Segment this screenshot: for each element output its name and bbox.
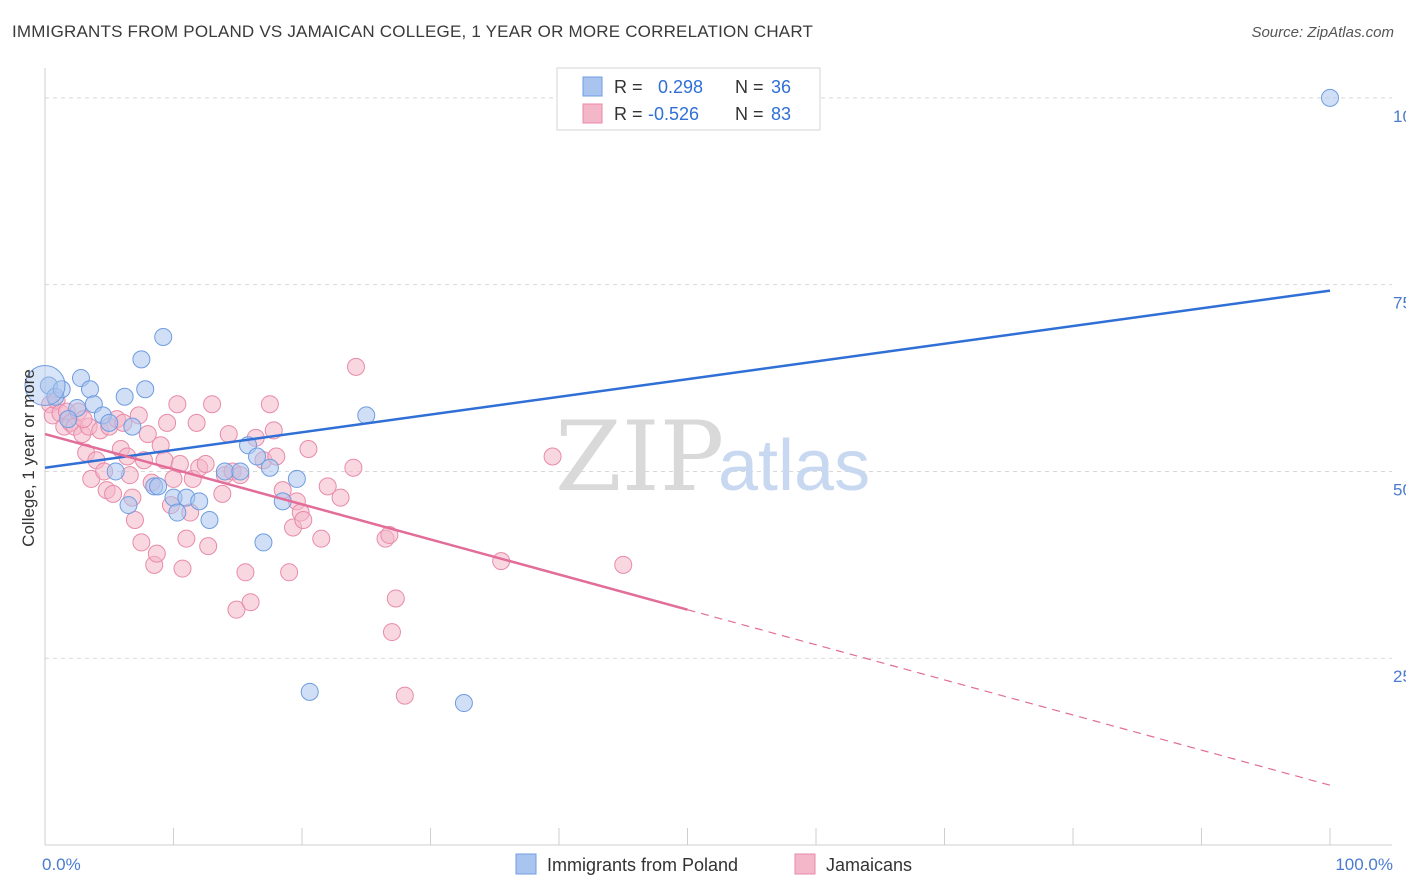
jamaicans-point (168, 395, 187, 414)
trend-line-0 (44, 289, 1331, 469)
bottom-legend-poland: Immigrants from Poland (547, 855, 738, 875)
jamaicans-point (138, 425, 157, 444)
x-axis-ticks (44, 828, 1331, 845)
poland-point (119, 496, 138, 515)
poland-point (100, 413, 119, 432)
jamaicans-point (187, 413, 206, 432)
poland-point (287, 469, 306, 488)
jamaicans-point (318, 477, 337, 496)
legend-n-label: N = (735, 77, 764, 97)
y-tick-label: 50.0% (1393, 480, 1406, 499)
y-axis-title: College, 1 year or more (19, 369, 38, 547)
bottom-legend-swatch-pink (794, 853, 816, 875)
series-legend: Immigrants from Poland Jamaicans (515, 853, 912, 875)
jamaicans-point (346, 357, 365, 376)
jamaicans-point (132, 533, 151, 552)
poland-point (149, 477, 168, 496)
jamaicans-point (260, 395, 279, 414)
y-tick-label: 25.0% (1393, 667, 1406, 686)
correlation-legend: R = 0.298 N = 36 R = -0.526 N = 83 (556, 67, 821, 131)
bottom-legend-swatch-blue (515, 853, 537, 875)
x-tick-label-max: 100.0% (1335, 855, 1393, 874)
jamaicans-point (227, 600, 246, 619)
poland-point (248, 447, 267, 466)
jamaicans-point (395, 686, 414, 705)
legend-swatch-blue (582, 76, 603, 97)
jamaicans-point (164, 469, 183, 488)
legend-n-label: N = (735, 104, 764, 124)
poland-point (215, 462, 234, 481)
jamaicans-point (196, 454, 215, 473)
y-tick-label: 100.0% (1393, 107, 1406, 126)
poland-point (59, 410, 78, 429)
watermark-zip: ZIP (555, 401, 724, 513)
jamaicans-point (177, 529, 196, 548)
jamaicans-point (213, 484, 232, 503)
jamaicans-point (199, 537, 218, 556)
y-tick-labels: 25.0% 50.0% 75.0% 100.0% (1393, 107, 1406, 686)
trend-line-solid-1 (44, 432, 688, 611)
y-tick-label: 75.0% (1393, 294, 1406, 313)
jamaicans-point (104, 484, 123, 503)
poland-point (52, 380, 71, 399)
jamaicans-point (344, 458, 363, 477)
legend-n-value: 36 (771, 77, 791, 97)
chart-title: IMMIGRANTS FROM POLAND VS JAMAICAN COLLE… (12, 22, 814, 41)
legend-r-label: R = (614, 77, 643, 97)
jamaicans-points (41, 357, 633, 705)
jamaicans-point (219, 425, 238, 444)
trend-line-dashed-1 (687, 609, 1331, 786)
source-label: Source: ZipAtlas.com (1251, 24, 1394, 41)
jamaicans-point (380, 525, 399, 544)
poland-point (80, 380, 99, 399)
jamaicans-point (312, 529, 331, 548)
jamaicans-point (203, 395, 222, 414)
poland-point (132, 350, 151, 369)
poland-point (200, 511, 219, 530)
jamaicans-point (236, 563, 255, 582)
x-tick-label-min: 0.0% (42, 855, 81, 874)
jamaicans-point (170, 454, 189, 473)
jamaicans-point (158, 413, 177, 432)
poland-point (260, 458, 279, 477)
poland-point (190, 492, 209, 511)
legend-r-value: -0.526 (648, 104, 699, 124)
poland-point (154, 327, 173, 346)
jamaicans-point (280, 563, 299, 582)
jamaicans-point (294, 511, 313, 530)
legend-r-label: R = (614, 104, 643, 124)
poland-point (1321, 88, 1339, 107)
poland-point (454, 694, 473, 713)
poland-point (254, 533, 273, 552)
poland-point (231, 462, 250, 481)
trend-lines (44, 289, 1331, 786)
jamaicans-point (386, 589, 405, 608)
poland-point (123, 417, 142, 436)
jamaicans-point (299, 440, 318, 459)
jamaicans-point (125, 511, 144, 530)
poland-point (300, 682, 319, 701)
jamaicans-point (543, 447, 562, 466)
legend-n-value: 83 (771, 104, 791, 124)
bottom-legend-jamaicans: Jamaicans (826, 855, 912, 875)
jamaicans-point (241, 593, 260, 612)
jamaicans-point (147, 544, 166, 563)
poland-points (24, 88, 1339, 713)
legend-r-value: 0.298 (658, 77, 703, 97)
poland-point (168, 503, 187, 522)
jamaicans-point (382, 623, 401, 642)
jamaicans-point (331, 488, 350, 507)
poland-point (136, 380, 155, 399)
poland-point-large (24, 365, 66, 407)
watermark-atlas: atlas (718, 426, 870, 506)
poland-point (115, 387, 134, 406)
jamaicans-point (614, 555, 633, 574)
jamaicans-point (173, 559, 192, 578)
poland-point (106, 462, 125, 481)
legend-swatch-pink (582, 103, 603, 124)
